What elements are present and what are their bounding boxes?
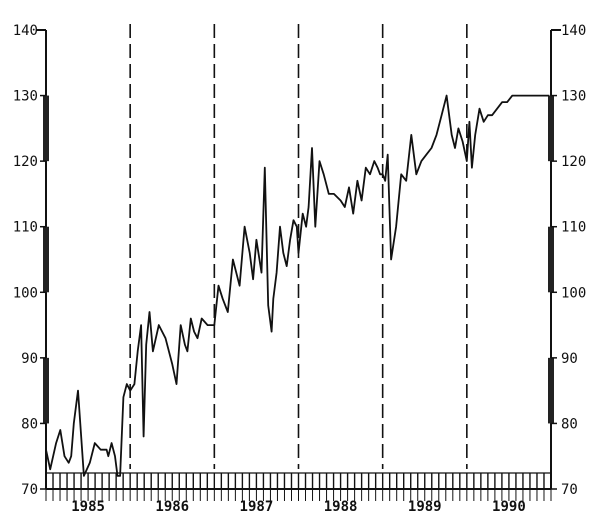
- year-label: 1987: [240, 499, 274, 515]
- left-axis-band: [43, 226, 49, 293]
- right-axis-ticks: 70 80 90 100 110 120 130 140: [551, 23, 586, 498]
- right-tick-label: 90: [561, 351, 578, 367]
- left-axis-band: [43, 95, 49, 162]
- year-label: 1990: [492, 499, 526, 515]
- right-tick-label: 110: [561, 220, 586, 236]
- left-tick-label: 130: [13, 89, 38, 105]
- left-tick-label: 70: [21, 482, 38, 498]
- year-label: 1989: [408, 499, 442, 515]
- right-axis-band: [548, 357, 554, 424]
- series-group: [45, 94, 550, 477]
- bottom-axis-ticks: [45, 472, 552, 501]
- left-tick-label: 80: [21, 416, 38, 432]
- left-tick-label: 140: [13, 23, 38, 39]
- right-tick-label: 120: [561, 154, 586, 170]
- right-tick-label: 140: [561, 23, 586, 39]
- left-axis-ticks: 70 80 90 100 110 120 130 140: [13, 23, 46, 498]
- year-label: 1985: [71, 499, 105, 515]
- year-labels: 1985 1986 1987 1988 1989 1990: [71, 499, 526, 515]
- left-axis-band: [43, 357, 49, 424]
- left-tick-label: 120: [13, 154, 38, 170]
- series-line: [45, 94, 550, 477]
- left-tick-label: 90: [21, 351, 38, 367]
- right-axis-band: [548, 226, 554, 293]
- left-tick-label: 100: [13, 285, 38, 301]
- right-tick-label: 80: [561, 416, 578, 432]
- right-tick-label: 100: [561, 285, 586, 301]
- chart-frame: [36, 29, 561, 490]
- left-tick-label: 110: [13, 220, 38, 236]
- year-label: 1986: [155, 499, 189, 515]
- right-axis-band: [548, 95, 554, 162]
- right-tick-label: 130: [561, 89, 586, 105]
- year-label: 1988: [324, 499, 358, 515]
- right-tick-label: 70: [561, 482, 578, 498]
